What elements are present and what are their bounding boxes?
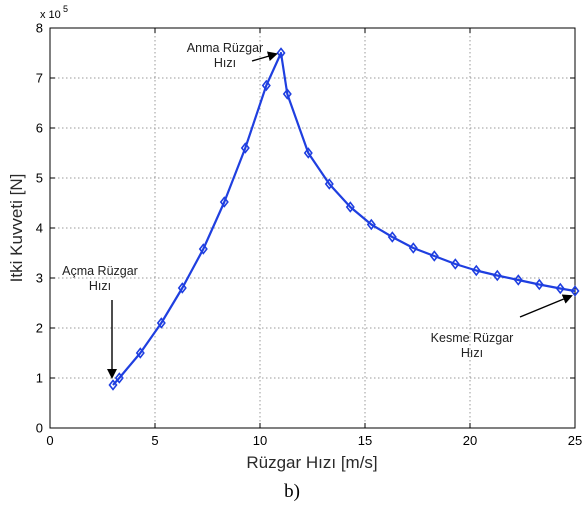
y-tick-label: 0: [36, 421, 43, 436]
y-multiplier-exponent: 5: [63, 4, 68, 14]
data-point: [261, 79, 271, 92]
data-point: [276, 47, 286, 59]
y-tick-label: 8: [36, 21, 43, 36]
data-point: [324, 178, 334, 190]
annotation-text: Anma Rüzgar: [187, 41, 263, 55]
data-point: [492, 269, 502, 282]
data-point: [429, 250, 439, 262]
y-multiplier: x 10: [40, 9, 61, 21]
x-axis-label: Rüzgar Hızı [m/s]: [246, 453, 377, 472]
data-point: [198, 243, 208, 255]
y-tick-label: 2: [36, 321, 43, 336]
data-point: [240, 142, 250, 154]
data-point: [156, 317, 166, 329]
y-tick-label: 5: [36, 171, 43, 186]
data-point: [108, 379, 118, 391]
data-point: [408, 242, 418, 254]
y-tick-label: 3: [36, 271, 43, 286]
annotation-text: Hızı: [461, 346, 483, 360]
x-tick-label: 25: [568, 433, 582, 448]
y-tick-label: 7: [36, 71, 43, 86]
data-point: [366, 218, 376, 231]
series-line: [112, 51, 576, 386]
x-tick-label: 10: [253, 433, 267, 448]
x-tick-label: 20: [463, 433, 477, 448]
x-tick-label: 5: [151, 433, 158, 448]
data-point: [555, 282, 565, 295]
x-tick-label: 0: [46, 433, 53, 448]
annotation-text: Kesme Rüzgar: [431, 331, 514, 345]
data-point: [534, 278, 544, 291]
data-point: [471, 264, 481, 277]
annotation-text: Açma Rüzgar: [62, 264, 138, 278]
annotation-text: Hızı: [89, 279, 111, 293]
data-point: [177, 282, 187, 294]
data-point: [387, 231, 397, 243]
y-tick-label: 6: [36, 121, 43, 136]
data-point: [513, 274, 523, 286]
annotation-text: Hızı: [214, 56, 236, 70]
annotation-arrow: [251, 51, 278, 62]
data-point: [219, 196, 229, 208]
annotation-arrow: [519, 294, 573, 318]
data-point: [450, 258, 460, 270]
data-point: [303, 147, 313, 159]
figure-caption: b): [284, 481, 300, 502]
y-tick-label: 4: [36, 221, 43, 236]
y-tick-label: 1: [36, 371, 43, 386]
data-point: [135, 347, 145, 359]
data-point: [282, 88, 292, 100]
y-axis-label: Itki Kuvveti [N]: [7, 174, 26, 283]
tick-labels: 0 5 10 15 20 25 0 1 2 3 4 5 6 7 8: [36, 21, 582, 449]
plot-frame: [49, 27, 576, 429]
data-point: [570, 285, 580, 297]
grid-lines: [50, 28, 575, 428]
series-layer: [108, 47, 580, 391]
data-point: [345, 201, 355, 213]
x-tick-label: 15: [358, 433, 372, 448]
